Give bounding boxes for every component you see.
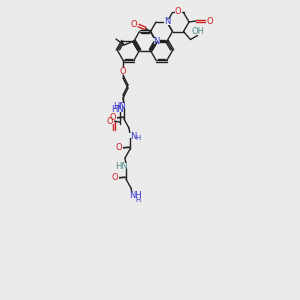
Text: H: H (135, 135, 141, 141)
Text: O: O (120, 67, 126, 76)
Text: HN: HN (115, 162, 128, 171)
Text: O: O (110, 112, 116, 122)
Text: OH: OH (191, 27, 204, 36)
FancyBboxPatch shape (116, 163, 127, 169)
FancyBboxPatch shape (130, 22, 137, 28)
FancyBboxPatch shape (112, 106, 122, 112)
FancyBboxPatch shape (191, 28, 203, 34)
Text: O: O (207, 16, 213, 26)
FancyBboxPatch shape (116, 144, 122, 150)
Text: O: O (175, 7, 181, 16)
Text: HN: HN (111, 105, 123, 114)
Text: N: N (153, 37, 159, 46)
Text: NH: NH (129, 190, 141, 200)
FancyBboxPatch shape (119, 68, 127, 74)
FancyBboxPatch shape (206, 18, 214, 24)
FancyBboxPatch shape (129, 133, 137, 139)
Text: H: H (135, 197, 141, 203)
FancyBboxPatch shape (110, 114, 116, 120)
Text: O: O (116, 142, 122, 152)
FancyBboxPatch shape (164, 19, 170, 25)
FancyBboxPatch shape (112, 174, 118, 180)
Text: HN: HN (112, 102, 125, 111)
Text: O: O (107, 117, 113, 126)
FancyBboxPatch shape (175, 8, 182, 14)
FancyBboxPatch shape (152, 38, 160, 44)
Text: N: N (164, 17, 170, 26)
Text: O: O (130, 20, 137, 29)
FancyBboxPatch shape (113, 103, 124, 109)
Text: O: O (112, 172, 118, 182)
Text: N: N (130, 132, 136, 141)
FancyBboxPatch shape (130, 192, 140, 198)
FancyBboxPatch shape (106, 118, 113, 124)
